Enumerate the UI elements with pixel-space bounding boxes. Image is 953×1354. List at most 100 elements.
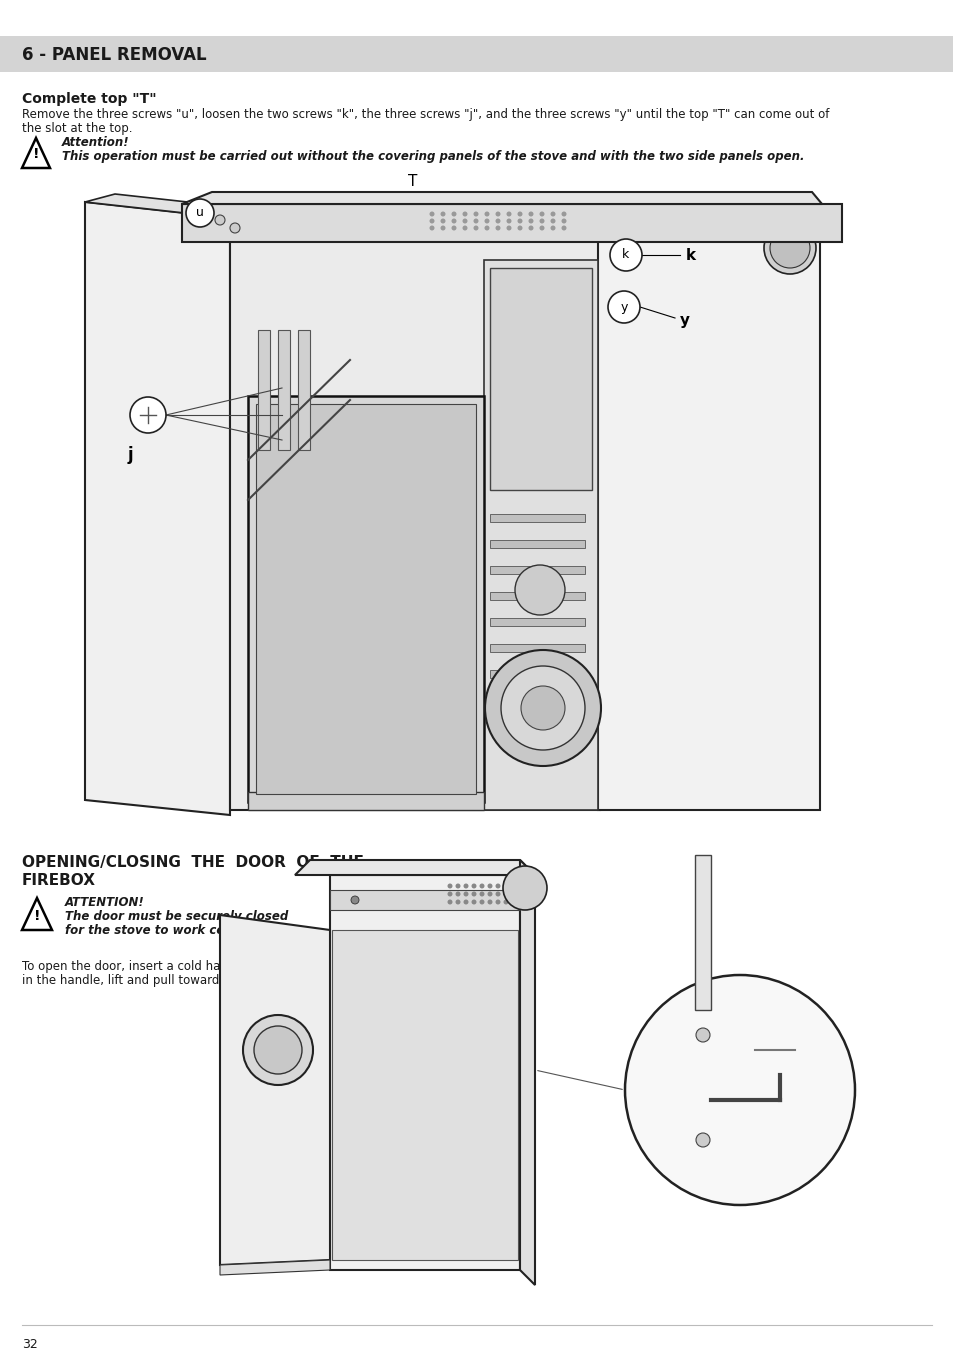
Polygon shape: [182, 192, 821, 204]
FancyBboxPatch shape: [490, 617, 584, 626]
Circle shape: [624, 975, 854, 1205]
Text: u: u: [196, 207, 204, 219]
Circle shape: [517, 211, 522, 217]
FancyBboxPatch shape: [230, 215, 599, 810]
Circle shape: [502, 867, 546, 910]
Text: FIREBOX: FIREBOX: [22, 873, 96, 888]
Text: 6 - PANEL REMOVAL: 6 - PANEL REMOVAL: [22, 46, 207, 64]
Text: the slot at the top.: the slot at the top.: [22, 122, 132, 135]
Circle shape: [500, 666, 584, 750]
Circle shape: [528, 218, 533, 223]
FancyBboxPatch shape: [330, 890, 519, 910]
FancyBboxPatch shape: [248, 395, 483, 802]
Circle shape: [462, 211, 467, 217]
FancyBboxPatch shape: [490, 540, 584, 548]
FancyBboxPatch shape: [490, 592, 584, 600]
Text: in the handle, lift and pull towards you.: in the handle, lift and pull towards you…: [22, 974, 254, 987]
Circle shape: [462, 226, 467, 230]
Circle shape: [696, 1133, 709, 1147]
Text: y: y: [619, 301, 627, 314]
Text: !: !: [32, 148, 39, 161]
FancyBboxPatch shape: [255, 403, 476, 793]
Circle shape: [451, 218, 456, 223]
Circle shape: [463, 891, 468, 896]
Polygon shape: [220, 1261, 330, 1275]
Circle shape: [561, 218, 566, 223]
Text: To open the door, insert a cold hand into the hole: To open the door, insert a cold hand int…: [22, 960, 314, 974]
Polygon shape: [22, 898, 52, 930]
Circle shape: [479, 891, 484, 896]
Polygon shape: [294, 860, 535, 875]
Circle shape: [517, 226, 522, 230]
FancyBboxPatch shape: [332, 930, 517, 1261]
Circle shape: [506, 226, 511, 230]
Circle shape: [539, 218, 544, 223]
Circle shape: [473, 226, 478, 230]
Circle shape: [471, 891, 476, 896]
Circle shape: [455, 899, 460, 904]
FancyBboxPatch shape: [490, 670, 584, 678]
Circle shape: [515, 565, 564, 615]
Circle shape: [429, 226, 434, 230]
Circle shape: [471, 884, 476, 888]
Circle shape: [463, 899, 468, 904]
Text: Complete top "T": Complete top "T": [22, 92, 156, 106]
Circle shape: [484, 211, 489, 217]
Text: 32: 32: [22, 1338, 38, 1350]
Circle shape: [484, 650, 600, 766]
Circle shape: [440, 226, 445, 230]
Circle shape: [429, 211, 434, 217]
Circle shape: [495, 884, 500, 888]
Text: j: j: [127, 445, 132, 464]
Circle shape: [484, 218, 489, 223]
Text: !: !: [33, 909, 40, 922]
Polygon shape: [85, 202, 230, 815]
Circle shape: [479, 884, 484, 888]
Circle shape: [214, 215, 225, 225]
Circle shape: [447, 899, 452, 904]
FancyBboxPatch shape: [277, 330, 290, 450]
Circle shape: [487, 899, 492, 904]
Circle shape: [487, 891, 492, 896]
Circle shape: [447, 884, 452, 888]
Text: T: T: [408, 175, 417, 190]
Polygon shape: [598, 196, 820, 215]
Circle shape: [495, 211, 500, 217]
Circle shape: [550, 218, 555, 223]
Circle shape: [550, 226, 555, 230]
FancyBboxPatch shape: [490, 696, 584, 704]
Circle shape: [471, 899, 476, 904]
Circle shape: [506, 211, 511, 217]
Circle shape: [495, 891, 500, 896]
Circle shape: [455, 884, 460, 888]
Circle shape: [528, 211, 533, 217]
Circle shape: [561, 211, 566, 217]
FancyBboxPatch shape: [182, 204, 841, 242]
Polygon shape: [220, 915, 330, 1265]
Circle shape: [479, 899, 484, 904]
FancyBboxPatch shape: [490, 566, 584, 574]
FancyBboxPatch shape: [297, 330, 310, 450]
Circle shape: [503, 891, 508, 896]
FancyBboxPatch shape: [257, 330, 270, 450]
Circle shape: [440, 218, 445, 223]
Circle shape: [186, 199, 213, 227]
Polygon shape: [519, 860, 535, 1285]
Circle shape: [503, 884, 508, 888]
Circle shape: [473, 211, 478, 217]
Circle shape: [473, 218, 478, 223]
Circle shape: [539, 226, 544, 230]
Polygon shape: [85, 194, 260, 218]
Circle shape: [495, 218, 500, 223]
Circle shape: [520, 686, 564, 730]
Text: OPENING/CLOSING  THE  DOOR  OF  THE: OPENING/CLOSING THE DOOR OF THE: [22, 854, 363, 871]
Circle shape: [561, 226, 566, 230]
Circle shape: [495, 226, 500, 230]
FancyBboxPatch shape: [248, 792, 483, 810]
Circle shape: [440, 211, 445, 217]
Circle shape: [351, 896, 358, 904]
FancyBboxPatch shape: [490, 722, 584, 730]
Circle shape: [253, 1026, 302, 1074]
Text: Remove the three screws "u", loosen the two screws "k", the three screws "j", an: Remove the three screws "u", loosen the …: [22, 108, 828, 121]
Circle shape: [451, 211, 456, 217]
